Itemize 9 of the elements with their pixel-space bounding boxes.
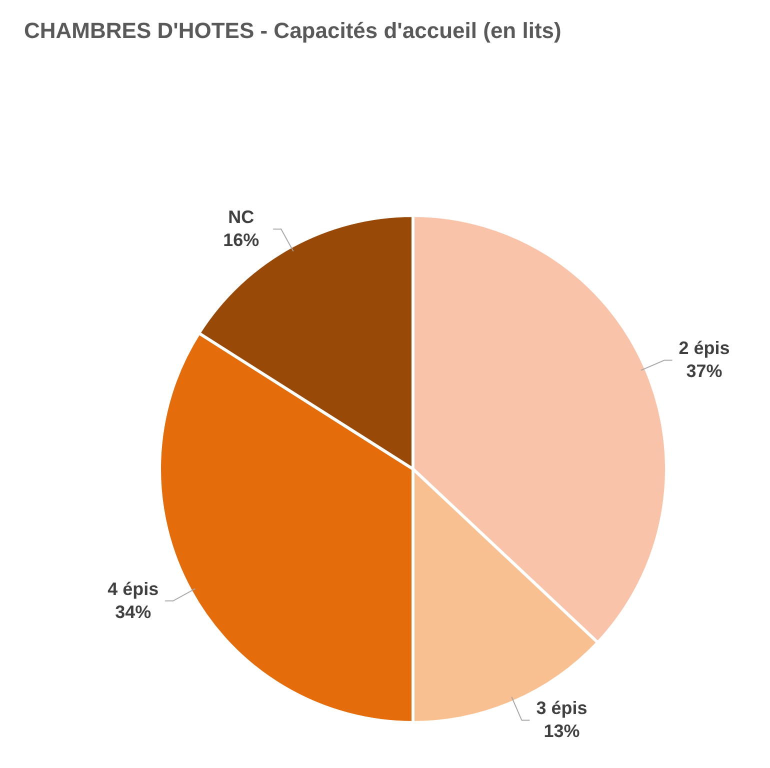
data-label: 37% — [686, 361, 722, 382]
slice-label: 3 épis — [536, 698, 588, 718]
chart-title: CHAMBRES D'HOTES - Capacités d'accueil (en lits) — [24, 18, 562, 45]
data-label: 34% — [115, 602, 152, 622]
slice-label: 4 épis — [108, 578, 159, 599]
data-label: 16% — [223, 230, 260, 250]
data-label: 13% — [544, 721, 580, 742]
slice-label: NC — [228, 207, 254, 228]
slice-label: 2 épis — [678, 338, 730, 358]
